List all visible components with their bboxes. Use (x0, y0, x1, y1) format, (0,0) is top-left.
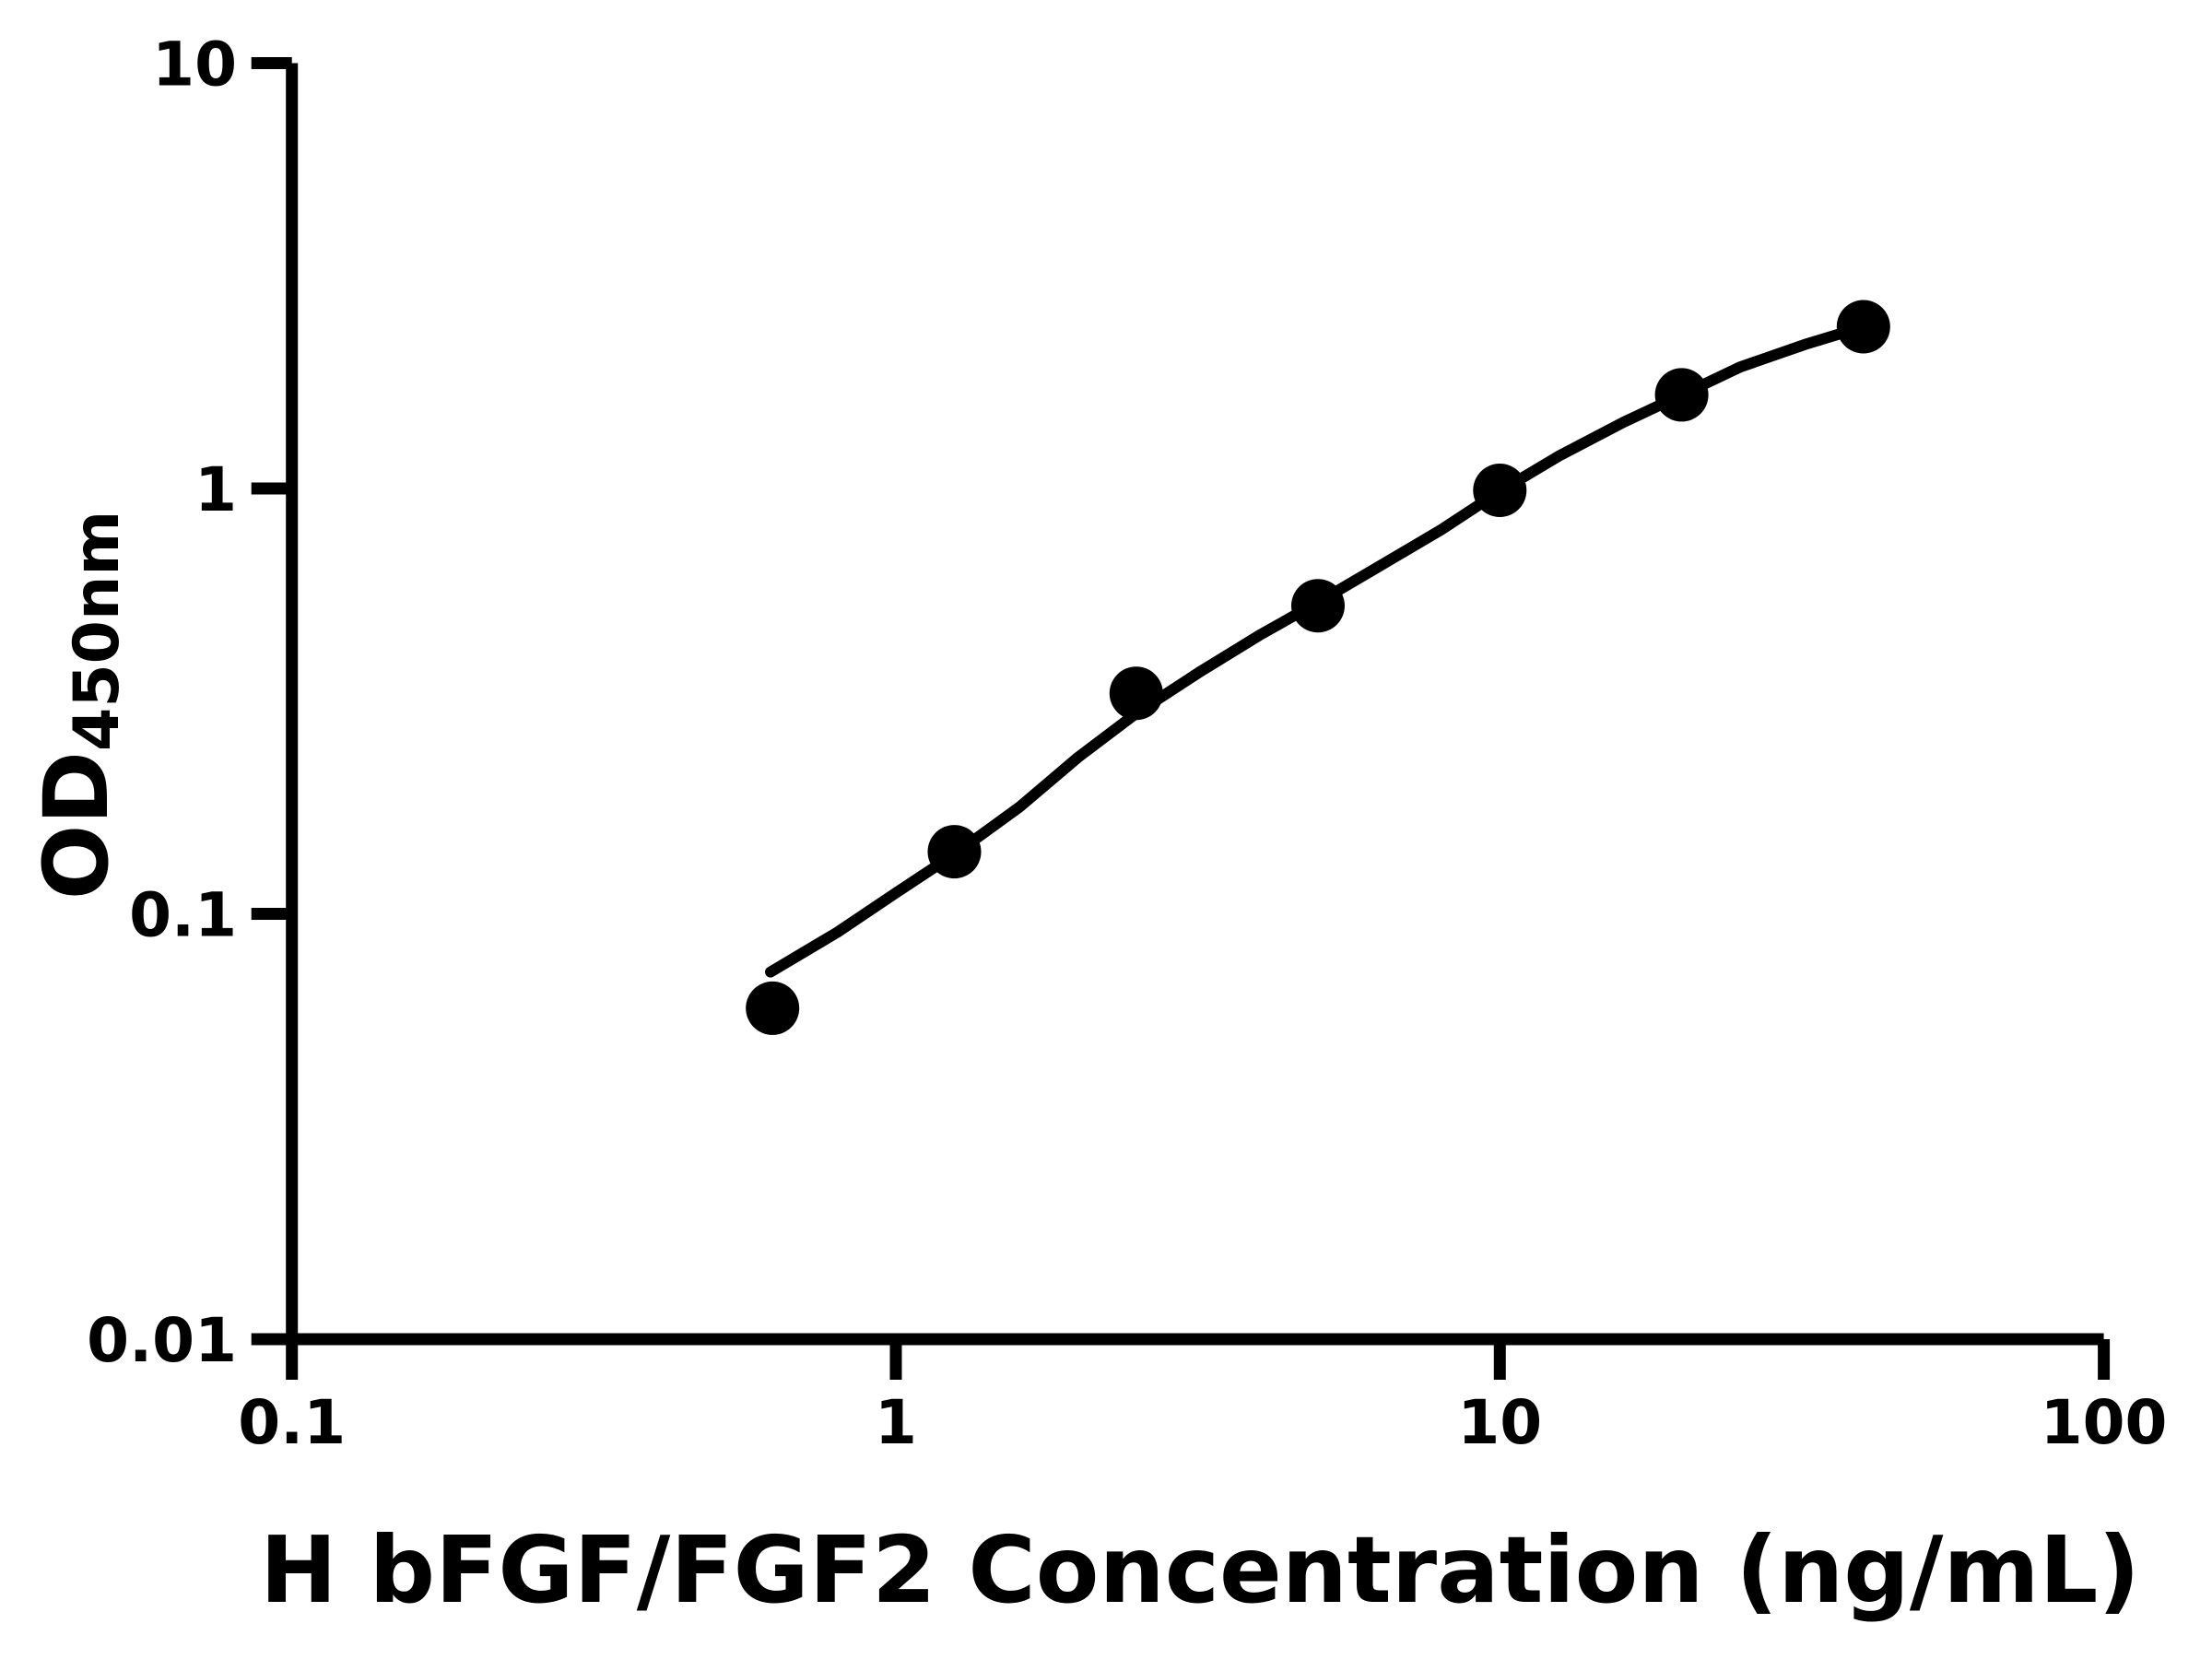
y-axis-title-main: OD (25, 751, 128, 900)
y-axis-title: OD450nm (25, 511, 134, 900)
data-points-layer (746, 300, 1890, 1035)
data-point-marker (1291, 579, 1345, 633)
axes-layer (286, 63, 2104, 1346)
standard-curve-fit-line (765, 321, 1869, 978)
y-tick-label: 10 (152, 29, 237, 100)
x-tick-label: 1 (875, 1387, 917, 1458)
y-tick-label: 0.01 (87, 1305, 237, 1376)
data-point-marker (1836, 300, 1890, 354)
x-tick-label: 100 (2041, 1387, 2168, 1458)
fit-curve-layer (765, 321, 1869, 978)
data-point-marker (1109, 666, 1163, 721)
data-point-marker (1473, 464, 1527, 517)
x-tick-label: 0.1 (238, 1387, 346, 1458)
y-tick-label: 0.1 (129, 880, 237, 951)
x-axis-title: H bFGF/FGF2 Concentration (ng/mL) (260, 1516, 2140, 1624)
data-point-marker (1654, 368, 1709, 422)
y-tick-label: 1 (194, 454, 237, 525)
y-axis-title-subscript: 450nm (61, 511, 134, 751)
data-point-marker (927, 825, 982, 879)
data-point-marker (746, 981, 800, 1035)
x-tick-label: 10 (1457, 1387, 1542, 1458)
